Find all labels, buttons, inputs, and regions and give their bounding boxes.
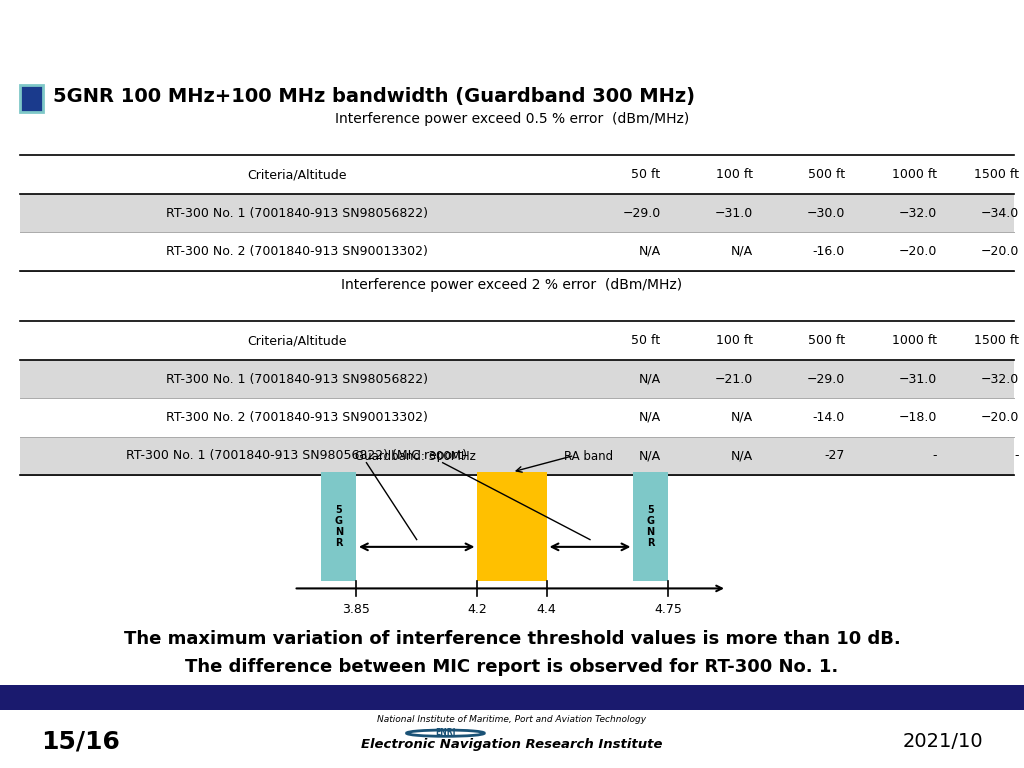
Text: Interference power exceed 0.5 % error  (dBm/MHz): Interference power exceed 0.5 % error (d…	[335, 112, 689, 126]
Bar	[573, 321, 666, 359]
Text: Criteria/Altitude: Criteria/Altitude	[247, 334, 347, 347]
Bar	[20, 359, 1014, 399]
Text: −20.0: −20.0	[981, 245, 1019, 258]
Text: 50 ft: 50 ft	[632, 334, 660, 347]
Text: -16.0: -16.0	[813, 245, 845, 258]
Text: RT-300 No. 1 (7001840-913 SN98056822): RT-300 No. 1 (7001840-913 SN98056822)	[166, 207, 428, 220]
Text: 100 ft: 100 ft	[716, 168, 753, 181]
Text: Interference power exceed 2 % error  (dBm/MHz): Interference power exceed 2 % error (dBm…	[341, 278, 683, 292]
Text: 5GNR 100 MHz+100 MHz bandwidth (Guardband 300 MHz): 5GNR 100 MHz+100 MHz bandwidth (Guardban…	[53, 87, 695, 106]
Bar	[850, 321, 942, 359]
Bar	[850, 155, 942, 194]
Text: RT-300 No. 2 (7001840-913 SN90013302): RT-300 No. 2 (7001840-913 SN90013302)	[166, 245, 428, 258]
Text: ENRI: ENRI	[435, 728, 456, 737]
Text: −29.0: −29.0	[623, 207, 660, 220]
Bar	[20, 321, 573, 359]
Text: 1500 ft: 1500 ft	[974, 334, 1019, 347]
Text: −29.0: −29.0	[807, 372, 845, 386]
Text: 5
G
N
R: 5 G N R	[646, 505, 654, 548]
Text: RT-300 No. 1 (7001840-913 SN98056822): RT-300 No. 1 (7001840-913 SN98056822)	[166, 372, 428, 386]
Text: −30.0: −30.0	[807, 207, 845, 220]
Text: −32.0: −32.0	[981, 372, 1019, 386]
Text: 100 ft: 100 ft	[716, 334, 753, 347]
Text: N/A: N/A	[638, 372, 660, 386]
Text: Criteria/Altitude: Criteria/Altitude	[247, 168, 347, 181]
Text: −21.0: −21.0	[715, 372, 753, 386]
Text: −31.0: −31.0	[899, 372, 937, 386]
Text: Guardband: 300MHz: Guardband: 300MHz	[354, 450, 475, 463]
Text: N/A: N/A	[730, 449, 753, 462]
Text: 500 ft: 500 ft	[808, 168, 845, 181]
Text: -: -	[933, 449, 937, 462]
Text: N/A: N/A	[730, 245, 753, 258]
Text: RT-300 No. 1 (7001840-913 SN98056822) (MIC report): RT-300 No. 1 (7001840-913 SN98056822) (M…	[126, 449, 468, 462]
Text: -27: -27	[824, 449, 845, 462]
Text: 3.85: 3.85	[342, 603, 370, 616]
Bar	[0, 685, 1024, 710]
Text: 4.4: 4.4	[537, 603, 556, 616]
Text: N/A: N/A	[638, 449, 660, 462]
Text: 500 ft: 500 ft	[808, 334, 845, 347]
Bar	[322, 472, 356, 581]
Text: RT-300 No. 2 (7001840-913 SN90013302): RT-300 No. 2 (7001840-913 SN90013302)	[166, 411, 428, 424]
Bar	[20, 399, 1014, 437]
Bar	[20, 194, 1014, 232]
Bar	[666, 155, 758, 194]
Text: The maximum variation of interference threshold values is more than 10 dB.: The maximum variation of interference th…	[124, 630, 900, 648]
Bar	[20, 85, 43, 111]
Text: −18.0: −18.0	[899, 411, 937, 424]
Text: 4.75: 4.75	[654, 603, 682, 616]
Text: Electronic Navigation Research Institute: Electronic Navigation Research Institute	[361, 738, 663, 751]
Text: National Institute of Maritime, Port and Aviation Technology: National Institute of Maritime, Port and…	[378, 716, 646, 724]
Text: 1000 ft: 1000 ft	[892, 168, 937, 181]
Text: 1500 ft: 1500 ft	[974, 168, 1019, 181]
Text: RA band: RA band	[563, 450, 612, 463]
Bar	[573, 155, 666, 194]
Bar	[758, 155, 850, 194]
Text: -14.0: -14.0	[813, 411, 845, 424]
Circle shape	[407, 730, 484, 737]
Text: N/A: N/A	[730, 411, 753, 424]
Text: −20.0: −20.0	[899, 245, 937, 258]
Text: 50 ft: 50 ft	[632, 168, 660, 181]
Bar	[633, 472, 668, 581]
Text: 4.2: 4.2	[468, 603, 487, 616]
Text: The difference between MIC report is observed for RT-300 No. 1.: The difference between MIC report is obs…	[185, 658, 839, 677]
Bar	[758, 321, 850, 359]
Bar	[666, 321, 758, 359]
Text: −34.0: −34.0	[981, 207, 1019, 220]
Bar	[20, 232, 1014, 270]
Text: −20.0: −20.0	[981, 411, 1019, 424]
Text: 15/16: 15/16	[41, 730, 120, 753]
Text: -: -	[1015, 449, 1019, 462]
Bar	[477, 472, 547, 581]
Text: 2021/10: 2021/10	[902, 732, 983, 751]
Bar	[20, 437, 1014, 475]
Text: 5
G
N
R: 5 G N R	[335, 505, 343, 548]
Text: 1000 ft: 1000 ft	[892, 334, 937, 347]
Bar	[20, 155, 573, 194]
Bar	[942, 321, 1024, 359]
Text: N/A: N/A	[638, 411, 660, 424]
Text: −31.0: −31.0	[715, 207, 753, 220]
Text: Out-band interference: Results 5: Out-band interference: Results 5	[153, 20, 871, 58]
Text: −32.0: −32.0	[899, 207, 937, 220]
Text: N/A: N/A	[638, 245, 660, 258]
Bar	[942, 155, 1024, 194]
